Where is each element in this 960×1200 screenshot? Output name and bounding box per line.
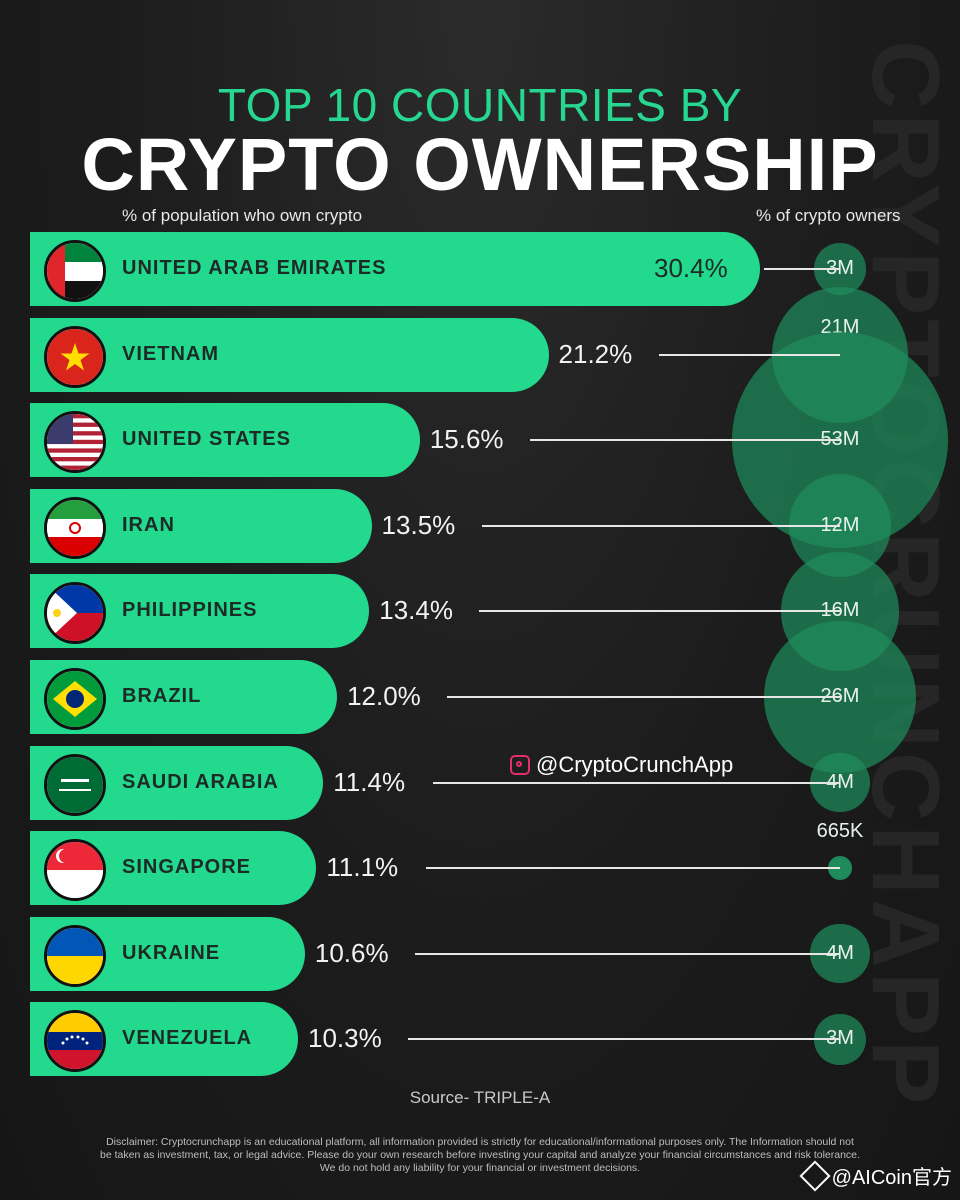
leader-line — [414, 952, 840, 955]
data-label: 10.3% — [308, 1023, 382, 1054]
source-note: Source- TRIPLE-A — [409, 1088, 551, 1107]
leader-line — [658, 353, 840, 356]
uae-flag-icon — [44, 240, 106, 302]
bar-row-iran: IRAN 13.5% — [0, 488, 960, 569]
bar — [30, 317, 549, 392]
leader-line — [447, 696, 840, 698]
brazil-flag-icon — [44, 668, 106, 730]
bar-row-singapore: SINGAPORE 11.1% — [0, 831, 960, 911]
leader-line — [479, 610, 840, 613]
corner-tag-text: @AICoin官方 — [831, 1167, 952, 1189]
disclaimer: Disclaimer: Cryptocrunchapp is an educat… — [100, 1136, 860, 1174]
leader-line — [529, 439, 840, 442]
category-label: BRAZIL — [122, 685, 202, 707]
bar-row-venezuela: VENEZUELA 10.3% — [0, 1002, 960, 1082]
bar-row-philippines: PHILIPPINES 13.4% — [0, 574, 960, 654]
instagram-icon — [510, 755, 530, 775]
owners-label: 4M — [826, 941, 854, 964]
bar — [30, 232, 760, 306]
right-column-label: % of crypto owners — [756, 206, 901, 225]
leader-line — [481, 524, 840, 527]
aicoin-icon — [799, 1159, 831, 1192]
category-label: SAUDI ARABIA — [122, 770, 279, 793]
owners-label: 16M — [820, 599, 860, 622]
owners-label: 26M — [820, 685, 860, 707]
category-label: UKRAINE — [122, 941, 221, 964]
instagram-handle[interactable]: @CryptoCrunchApp — [510, 752, 733, 778]
owners-label: 4M — [826, 770, 854, 793]
saudi-flag-icon — [44, 753, 106, 816]
singapore-flag-icon — [44, 839, 106, 902]
category-label: UNITED ARAB EMIRATES — [122, 257, 387, 279]
usa-flag-icon — [44, 411, 106, 474]
data-label: 11.4% — [333, 766, 406, 797]
venezuela-flag-icon — [44, 1010, 106, 1073]
bar-row-ukraine: UKRAINE 10.6% — [0, 916, 960, 997]
owners-label: 53M — [820, 428, 860, 451]
owners-label: 665K — [816, 820, 864, 843]
data-label: 13.4% — [379, 595, 453, 626]
bar-row-united-states: UNITED STATES 15.6% — [0, 403, 960, 483]
data-label: 12.0% — [347, 681, 421, 711]
vietnam-flag-icon — [44, 325, 106, 388]
leader-line — [408, 1038, 840, 1041]
category-label: VIETNAM — [122, 342, 219, 365]
data-label: 10.6% — [314, 937, 389, 968]
bar-row-vietnam: VIETNAM 21.2% — [0, 317, 960, 398]
ukraine-flag-icon — [44, 924, 106, 987]
corner-tag: @AICoin官方 — [799, 1159, 952, 1192]
bar-row-united-arab-emirates: UNITED ARAB EMIRATES 30.4% — [0, 232, 960, 312]
data-label: 21.2% — [558, 338, 633, 369]
leader-line — [433, 781, 840, 784]
category-label: IRAN — [122, 513, 175, 536]
left-column-label: % of population who own crypto — [122, 206, 363, 225]
category-label: PHILIPPINES — [122, 599, 258, 622]
handle-text: @CryptoCrunchApp — [536, 752, 734, 777]
bar-row-saudi-arabia: SAUDI ARABIA 11.4% — [0, 745, 960, 826]
leader-line — [426, 867, 840, 870]
iran-flag-icon — [44, 496, 106, 559]
data-label: 30.4% — [654, 253, 728, 283]
category-label: UNITED STATES — [122, 428, 291, 451]
leader-line — [764, 268, 840, 270]
owners-label: 21M — [820, 315, 860, 338]
category-label: VENEZUELA — [122, 1027, 253, 1050]
bar-row-brazil: BRAZIL 12.0% — [0, 660, 960, 740]
data-label: 13.5% — [381, 509, 456, 540]
data-label: 11.1% — [326, 852, 399, 883]
chart-subtitle: TOP 10 COUNTRIES BY — [217, 79, 743, 131]
owners-label: 12M — [820, 513, 860, 536]
philippines-flag-icon — [44, 582, 106, 645]
data-label: 15.6% — [429, 424, 504, 455]
chart-title: CRYPTO OWNERSHIP — [81, 123, 879, 206]
category-label: SINGAPORE — [122, 856, 252, 879]
